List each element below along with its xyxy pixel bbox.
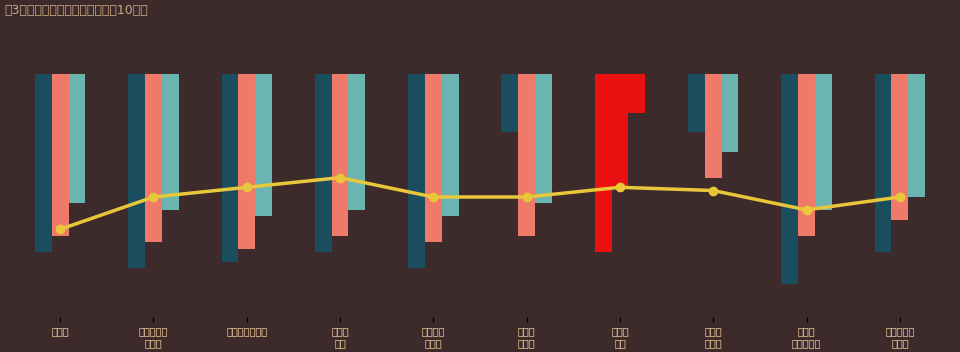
Bar [501, 74, 518, 132]
Bar [908, 74, 925, 197]
Bar [68, 74, 85, 203]
Bar [798, 74, 815, 236]
Bar [35, 74, 52, 252]
Bar [781, 74, 798, 284]
Bar [348, 74, 365, 210]
Bar [425, 74, 442, 242]
Bar [705, 74, 722, 178]
Bar [255, 74, 272, 216]
Bar [722, 74, 738, 152]
Bar [408, 74, 425, 268]
Bar [162, 74, 179, 210]
Bar [442, 74, 459, 216]
Bar [145, 74, 162, 242]
Bar [129, 74, 145, 268]
Bar [222, 74, 238, 262]
Bar [238, 74, 255, 249]
Text: 嘰3　年賀状に対する気持ち上位10項目: 嘰3 年賀状に対する気持ち上位10項目 [4, 4, 148, 17]
Bar [875, 74, 892, 252]
Bar [535, 74, 552, 203]
Bar [331, 74, 348, 236]
Bar [315, 74, 331, 252]
Bar [52, 74, 68, 236]
Bar [595, 74, 612, 252]
Bar [688, 74, 705, 132]
Bar [612, 74, 629, 187]
Bar [629, 74, 645, 113]
Bar [892, 74, 908, 220]
Bar [815, 74, 831, 210]
Bar [518, 74, 535, 236]
